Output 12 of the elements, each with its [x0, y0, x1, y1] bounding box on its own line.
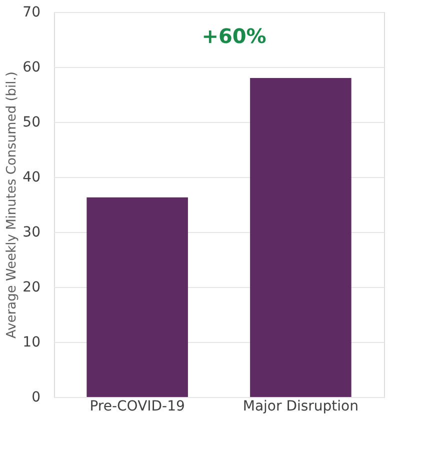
- y-tick-label: 60: [22, 60, 40, 76]
- x-tick-label: Major Disruption: [242, 398, 358, 414]
- x-tick-label: Pre-COVID-19: [90, 398, 185, 414]
- y-tick-label: 50: [22, 114, 40, 130]
- y-tick-label: 0: [32, 390, 40, 406]
- y-tick-label: 20: [22, 280, 40, 296]
- annotation: +60%: [202, 24, 266, 48]
- y-tick-label: 30: [22, 224, 40, 240]
- y-axis-title: Average Weekly Minutes Consumed (bil.): [4, 72, 20, 338]
- y-tick-label: 40: [22, 170, 40, 186]
- y-tick-label: 10: [22, 334, 40, 350]
- y-tick-label: 70: [22, 4, 40, 20]
